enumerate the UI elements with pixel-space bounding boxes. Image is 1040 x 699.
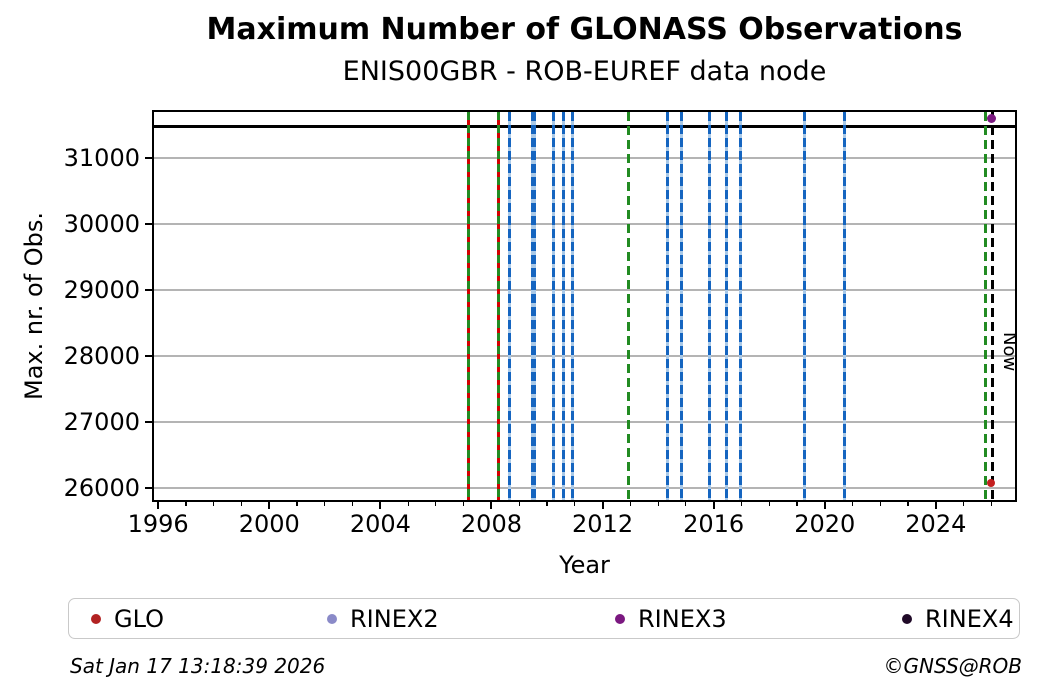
x-minor-tick <box>740 502 742 506</box>
x-tick-label: 2024 <box>905 510 967 538</box>
legend-label: RINEX2 <box>350 604 439 633</box>
y-major-tick <box>145 487 152 490</box>
x-tick-label: 2016 <box>683 510 745 538</box>
x-tick-label: 2004 <box>349 510 411 538</box>
x-minor-tick <box>963 502 965 506</box>
x-minor-tick <box>185 502 187 506</box>
plot-timestamp: Sat Jan 17 13:18:39 2026 <box>70 654 326 678</box>
now-line <box>991 112 995 500</box>
y-gridline <box>154 289 1015 291</box>
rinex2-marker-icon <box>327 613 337 624</box>
event-line-blue <box>508 112 512 500</box>
rinex3-marker-icon <box>615 613 625 624</box>
x-tick-label: 2000 <box>238 510 300 538</box>
y-major-tick <box>145 223 152 226</box>
x-minor-tick <box>990 502 992 506</box>
max-obs-line <box>154 125 1015 128</box>
x-minor-tick <box>296 502 298 506</box>
event-line-blue <box>724 112 728 500</box>
x-minor-tick <box>657 502 659 506</box>
y-major-tick <box>145 289 152 292</box>
y-gridline <box>154 355 1015 357</box>
x-major-tick <box>268 502 271 509</box>
chart-title: Maximum Number of GLONASS Observations <box>206 12 963 47</box>
x-minor-tick <box>213 502 215 506</box>
x-minor-tick <box>463 502 465 506</box>
plot-area <box>152 110 1017 502</box>
x-minor-tick <box>240 502 243 506</box>
y-gridline <box>154 487 1015 489</box>
y-major-tick <box>145 355 152 358</box>
x-major-tick <box>934 502 937 509</box>
x-tick-label: 2020 <box>794 510 856 538</box>
chart-subtitle: ENIS00GBR - ROB-EUREF data node <box>342 56 827 87</box>
x-major-tick <box>490 502 493 509</box>
y-gridline <box>154 421 1015 423</box>
x-minor-tick <box>796 502 798 506</box>
x-major-tick <box>379 502 382 509</box>
event-line-blue <box>679 112 683 500</box>
event-line-blue <box>530 112 536 500</box>
x-tick-label: 1996 <box>127 510 189 538</box>
event-line-redgreen <box>496 112 500 500</box>
legend-label: RINEX3 <box>638 604 727 633</box>
x-major-tick <box>823 502 826 509</box>
event-line-redgreen <box>466 112 470 500</box>
data-point-rinex3 <box>986 114 996 124</box>
x-tick-label: 2012 <box>572 510 634 538</box>
data-point-glo <box>987 479 996 488</box>
x-minor-tick <box>907 502 909 506</box>
event-line-blue <box>666 112 670 500</box>
x-minor-tick <box>768 502 770 506</box>
copyright-notice: ©GNSS@ROB <box>883 654 1023 678</box>
x-minor-tick <box>324 502 326 506</box>
y-axis-label: Max. nr. of Obs. <box>20 211 48 401</box>
x-minor-tick <box>851 502 854 506</box>
y-gridline <box>154 157 1015 159</box>
event-line-blue <box>842 112 846 500</box>
legend-label: GLO <box>114 604 165 633</box>
legend-item-rinex4: RINEX4 <box>902 599 1014 638</box>
event-line-blue <box>570 112 574 500</box>
x-major-tick <box>712 502 715 509</box>
x-minor-tick <box>879 502 881 506</box>
legend-item-rinex2: RINEX2 <box>327 599 439 638</box>
legend-box: GLO RINEX2 RINEX3 RINEX4 <box>68 598 1020 639</box>
x-minor-tick <box>574 502 576 506</box>
y-major-tick <box>145 157 152 160</box>
now-line-label: Now <box>999 332 1020 372</box>
y-tick-label: 27000 <box>63 408 140 437</box>
x-major-tick <box>601 502 604 509</box>
legend-item-rinex3: RINEX3 <box>615 599 727 638</box>
x-minor-tick <box>518 502 520 506</box>
legend-item-glo: GLO <box>91 599 164 638</box>
y-tick-label: 31000 <box>63 144 140 173</box>
x-minor-tick <box>629 502 631 506</box>
x-minor-tick <box>351 502 354 506</box>
x-minor-tick <box>685 502 687 506</box>
x-minor-tick <box>546 502 548 506</box>
rinex4-marker-icon <box>902 613 912 624</box>
event-line-blue <box>707 112 711 500</box>
x-minor-tick <box>435 502 437 506</box>
y-gridline <box>154 223 1015 225</box>
glo-marker-icon <box>91 613 101 624</box>
event-line-green <box>627 112 631 500</box>
event-line-blue <box>803 112 807 500</box>
event-line-blue <box>551 112 555 500</box>
event-line-green <box>984 112 988 500</box>
legend-label: RINEX4 <box>925 604 1014 633</box>
x-minor-tick <box>407 502 409 506</box>
y-tick-label: 26000 <box>63 474 140 503</box>
x-tick-label: 2008 <box>460 510 522 538</box>
y-major-tick <box>145 421 152 424</box>
event-line-blue <box>738 112 742 500</box>
x-major-tick <box>157 502 160 509</box>
event-line-blue <box>561 112 565 500</box>
x-axis-label: Year <box>559 551 610 579</box>
